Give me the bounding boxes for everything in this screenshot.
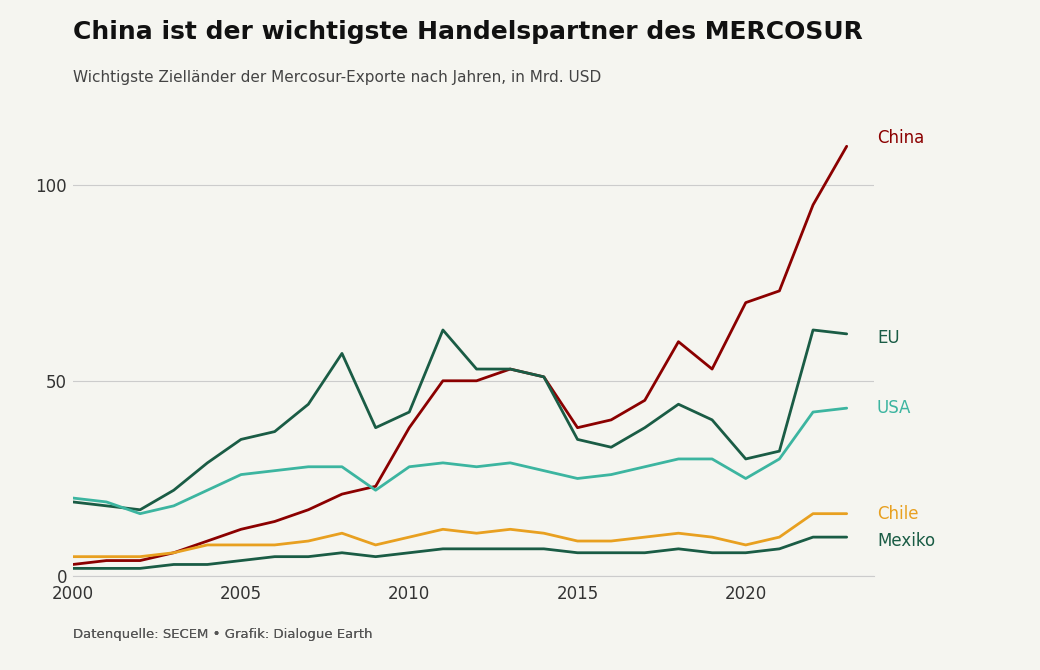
Text: USA: USA [877,399,911,417]
Text: Chile: Chile [877,505,918,523]
Text: Datenquelle: SECEM • Grafik: Dialogue Earth: Datenquelle: SECEM • Grafik: Dialogue Ea… [73,628,372,641]
Text: China ist der wichtigste Handelspartner des MERCOSUR: China ist der wichtigste Handelspartner … [73,20,862,44]
Text: EU: EU [877,329,900,347]
Text: China: China [877,129,925,147]
Text: Datenquelle: SECEM • Grafik: Dialogue Earth: Datenquelle: SECEM • Grafik: Dialogue Ea… [73,628,372,641]
Text: Wichtigste Zielländer der Mercosur-Exporte nach Jahren, in Mrd. USD: Wichtigste Zielländer der Mercosur-Expor… [73,70,601,85]
Text: Mexiko: Mexiko [877,532,935,550]
